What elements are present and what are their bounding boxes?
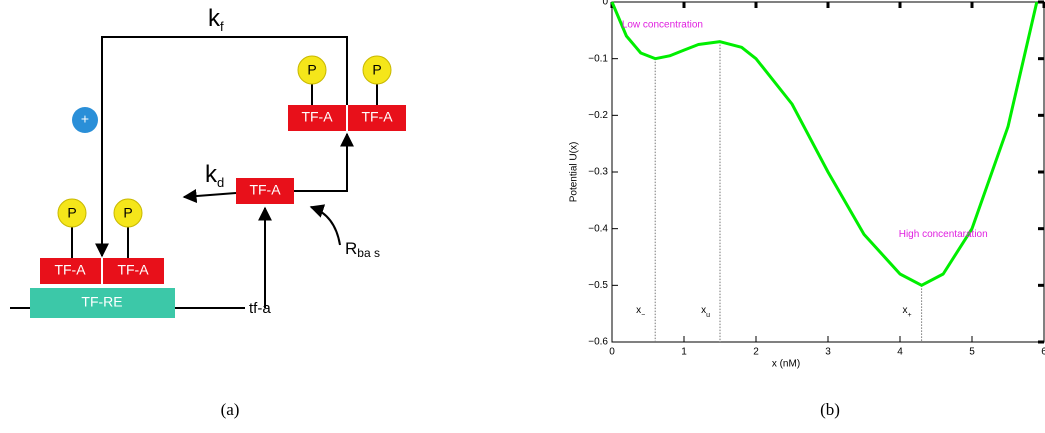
tfa-label: TF-A bbox=[117, 262, 149, 278]
caption: (a) bbox=[221, 400, 240, 419]
kd-main: k bbox=[205, 161, 218, 188]
tfa-label: TF-A bbox=[54, 262, 86, 278]
data-line bbox=[610, 1, 1039, 287]
y-tick-label: 0 bbox=[602, 0, 608, 8]
phosphate bbox=[57, 198, 87, 228]
tfa-box bbox=[288, 105, 346, 131]
marker-sub: u bbox=[706, 312, 710, 319]
annotation: High concentaration bbox=[899, 229, 988, 240]
kf-main: k bbox=[208, 5, 221, 32]
phosphate-label: P bbox=[307, 62, 316, 78]
activator bbox=[72, 107, 98, 133]
x-tick-label: 6 bbox=[1041, 347, 1045, 358]
caption: (b) bbox=[820, 400, 840, 419]
rbas-sub: ba s bbox=[357, 246, 380, 260]
y-axis-label: Potential U(x) bbox=[569, 142, 580, 203]
x-tick-label: 5 bbox=[969, 347, 975, 358]
x-tick-label: 4 bbox=[897, 347, 903, 358]
phosphate bbox=[362, 55, 392, 85]
marker-sub: + bbox=[908, 312, 912, 319]
marker-sub: − bbox=[641, 312, 645, 319]
kd-sub: d bbox=[217, 175, 224, 190]
kd-label: kd bbox=[205, 161, 224, 190]
kf-label: kf bbox=[208, 5, 224, 34]
annotation: Low concentration bbox=[622, 19, 703, 30]
feedback-arrow bbox=[95, 36, 348, 258]
x-axis-label: x (nM) bbox=[772, 359, 800, 370]
marker-main: x bbox=[903, 305, 908, 316]
tfa-box bbox=[103, 258, 164, 284]
phosphate-label: P bbox=[123, 205, 132, 221]
x-tick-label: 0 bbox=[609, 347, 615, 358]
y-tick-label: −0.2 bbox=[588, 110, 608, 121]
tfa-box bbox=[40, 258, 101, 284]
x-tick-label: 2 bbox=[753, 347, 759, 358]
y-tick-label: −0.5 bbox=[588, 280, 608, 291]
marker-label: x− bbox=[636, 305, 645, 319]
chart: 0 1 2 3 4 5 6 −0.6 −0.5 −0.4 −0.3 −0.2 −0.1 0 x (nM) Po… bbox=[569, 0, 1045, 370]
plus-label: + bbox=[81, 111, 89, 127]
x-tick-label: 3 bbox=[825, 347, 831, 358]
gene-label: tf-a bbox=[249, 300, 271, 317]
phosphate-label: P bbox=[67, 205, 76, 221]
rbas-main: R bbox=[345, 239, 357, 258]
degradation-arrow bbox=[182, 189, 237, 204]
y-tick-label: −0.4 bbox=[588, 223, 608, 234]
y-tick-label: −0.1 bbox=[588, 53, 608, 64]
tfa-box bbox=[348, 105, 406, 131]
phosphate bbox=[113, 198, 143, 228]
marker-label: xu bbox=[701, 305, 710, 319]
marker-main: x bbox=[701, 305, 706, 316]
y-tick-label: −0.6 bbox=[588, 337, 608, 348]
tfa-label: TF-A bbox=[301, 109, 333, 125]
tfre-label: TF-RE bbox=[81, 294, 122, 310]
y-tick-label: −0.3 bbox=[588, 167, 608, 178]
diagram-shapes: + P P P P TF-A TF-A TF-A TF-A TF-A TF-RE… bbox=[30, 5, 406, 318]
marker-main: x bbox=[636, 305, 641, 316]
tfa-label: TF-A bbox=[361, 109, 393, 125]
marker-label: x+ bbox=[903, 305, 912, 319]
x-tick-label: 1 bbox=[681, 347, 687, 358]
kf-sub: f bbox=[220, 19, 224, 34]
tfre-box bbox=[30, 288, 175, 318]
tfa-box bbox=[236, 178, 294, 204]
phosphate bbox=[297, 55, 327, 85]
basal-arrow bbox=[309, 204, 341, 246]
phosphate-label: P bbox=[372, 62, 381, 78]
dimerization-arrow bbox=[294, 132, 354, 192]
tfa-label: TF-A bbox=[249, 182, 281, 198]
rbas-label: Rba s bbox=[345, 239, 380, 260]
